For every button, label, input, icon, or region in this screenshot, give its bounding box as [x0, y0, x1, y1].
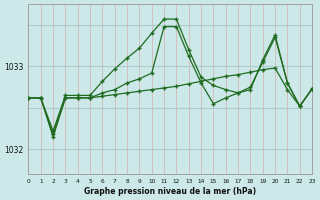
X-axis label: Graphe pression niveau de la mer (hPa): Graphe pression niveau de la mer (hPa)	[84, 187, 256, 196]
